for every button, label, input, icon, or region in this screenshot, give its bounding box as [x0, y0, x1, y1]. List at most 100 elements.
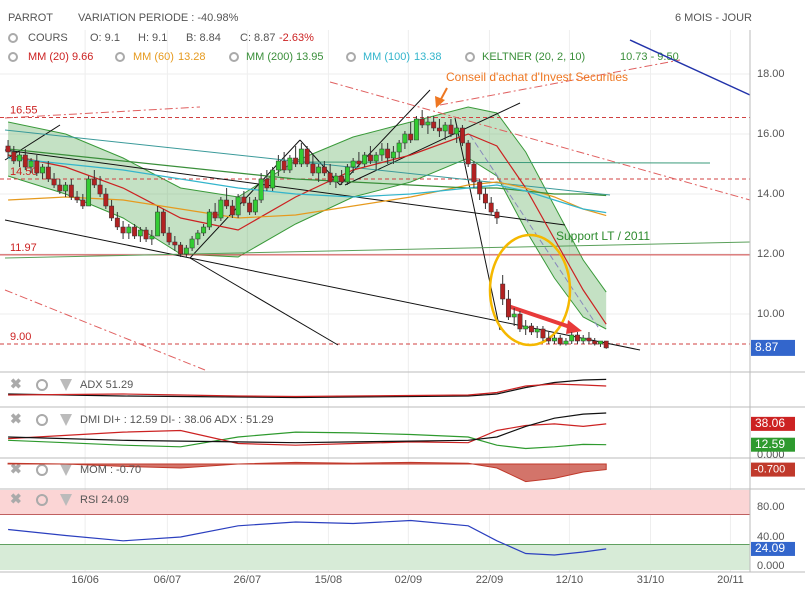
legend-keltner: KELTNER (20, 2, 10) [482, 51, 585, 63]
candle-body [454, 127, 460, 135]
candle-body [28, 160, 34, 168]
candle-body [166, 232, 172, 243]
gear-icon[interactable] [346, 52, 356, 62]
value-box [751, 541, 795, 556]
panel-icon[interactable] [36, 414, 48, 426]
candle-body [63, 184, 69, 192]
panel-label: DMI DI+ : 12.59 DI- : 38.06 ADX : 51.29 [80, 414, 274, 426]
moving-average [8, 148, 607, 197]
y-tick-label: 12.00 [757, 248, 785, 260]
candle-body [160, 211, 166, 234]
x-tick-label: 02/09 [395, 574, 423, 586]
value-box-label: 24.09 [755, 541, 785, 555]
panel-icon[interactable] [60, 464, 72, 476]
channel-line [439, 59, 681, 106]
candle-body [298, 148, 304, 165]
arrow [507, 304, 574, 330]
gear-icon[interactable] [465, 52, 475, 62]
x-tick-label: 12/10 [556, 574, 584, 586]
level-label: 11.97 [10, 242, 37, 254]
candle-body [212, 211, 218, 219]
momentum-area [7, 461, 607, 483]
candle-body [327, 172, 333, 183]
panel-icons: ✖ ✖ ✖ ✖ [10, 376, 72, 507]
candle-body [586, 337, 592, 342]
panel-icon[interactable] [60, 414, 72, 426]
candle-body [385, 148, 391, 159]
moving-average [8, 157, 607, 214]
candle-body [114, 217, 120, 228]
panel-icon[interactable] [60, 494, 72, 506]
candle-body [258, 178, 264, 201]
candle-body [465, 142, 471, 165]
candle-body [149, 235, 155, 240]
candle-body [448, 124, 454, 135]
candle-body [551, 337, 557, 342]
legend-mm200: MM (200) [246, 51, 293, 63]
indicator-line [8, 423, 607, 446]
trendline [189, 257, 641, 351]
candle-body [488, 202, 494, 213]
gear-icon[interactable] [8, 33, 18, 43]
trendline [189, 257, 339, 346]
candle-body [103, 193, 109, 207]
candle-body [339, 175, 345, 183]
keltner-upper [7, 106, 607, 293]
candle-body [293, 157, 299, 165]
trendline [454, 117, 501, 331]
panel-icon[interactable] [60, 379, 72, 391]
panel-icon[interactable] [36, 464, 48, 476]
gear-icon[interactable] [229, 52, 239, 62]
trendlines [4, 39, 751, 371]
gear-icon[interactable] [8, 52, 18, 62]
candle-body [344, 166, 350, 183]
y-tick-label: 80.00 [757, 501, 785, 513]
value-box [751, 416, 795, 431]
panel-icon[interactable]: ✖ [10, 461, 22, 477]
x-tick-label: 20/11 [717, 574, 744, 586]
high: H: 9.1 [138, 32, 167, 44]
candle-body [575, 334, 580, 342]
candle-body [500, 283, 506, 300]
arrow-head [566, 320, 582, 334]
legend-mm20-value: 9.66 [72, 51, 93, 63]
candle-body [442, 124, 448, 132]
candle-body [189, 238, 195, 249]
gear-icon[interactable] [115, 52, 125, 62]
candle-body [413, 118, 419, 141]
candle-body [275, 160, 281, 171]
indicator-line [8, 519, 607, 556]
channel-line [4, 289, 206, 371]
panel-icon[interactable]: ✖ [10, 411, 22, 427]
candle-body [11, 151, 17, 162]
variation: VARIATION PERIODE : -40.98% [78, 12, 239, 24]
value-box [751, 462, 795, 477]
candle-body [459, 127, 465, 144]
candle-body [97, 184, 103, 195]
candle-body [247, 202, 253, 213]
candle-body [603, 340, 609, 349]
candle-body [143, 229, 149, 240]
candle-body [534, 328, 540, 333]
candle-body [471, 163, 477, 183]
panel-icon[interactable]: ✖ [10, 376, 22, 392]
candle-body [86, 178, 92, 207]
candle-body [5, 145, 11, 153]
candle-body [350, 160, 356, 168]
candle-body [425, 121, 431, 126]
indicator-line [8, 378, 607, 399]
y-tick-label: 14.00 [757, 188, 785, 200]
candle-body [523, 325, 529, 330]
panel-icon[interactable] [36, 379, 48, 391]
candle-body [563, 340, 569, 345]
value-box-label: 38.06 [755, 416, 785, 430]
panel-icon[interactable]: ✖ [10, 491, 22, 507]
panel-icon[interactable] [36, 494, 48, 506]
candle-body [91, 178, 97, 186]
y-tick-label: 40.00 [757, 531, 785, 543]
candle-body [17, 154, 23, 162]
candle-body [201, 226, 207, 234]
moving-average [8, 181, 607, 219]
candle-body [304, 148, 310, 165]
candle-body [379, 148, 385, 156]
